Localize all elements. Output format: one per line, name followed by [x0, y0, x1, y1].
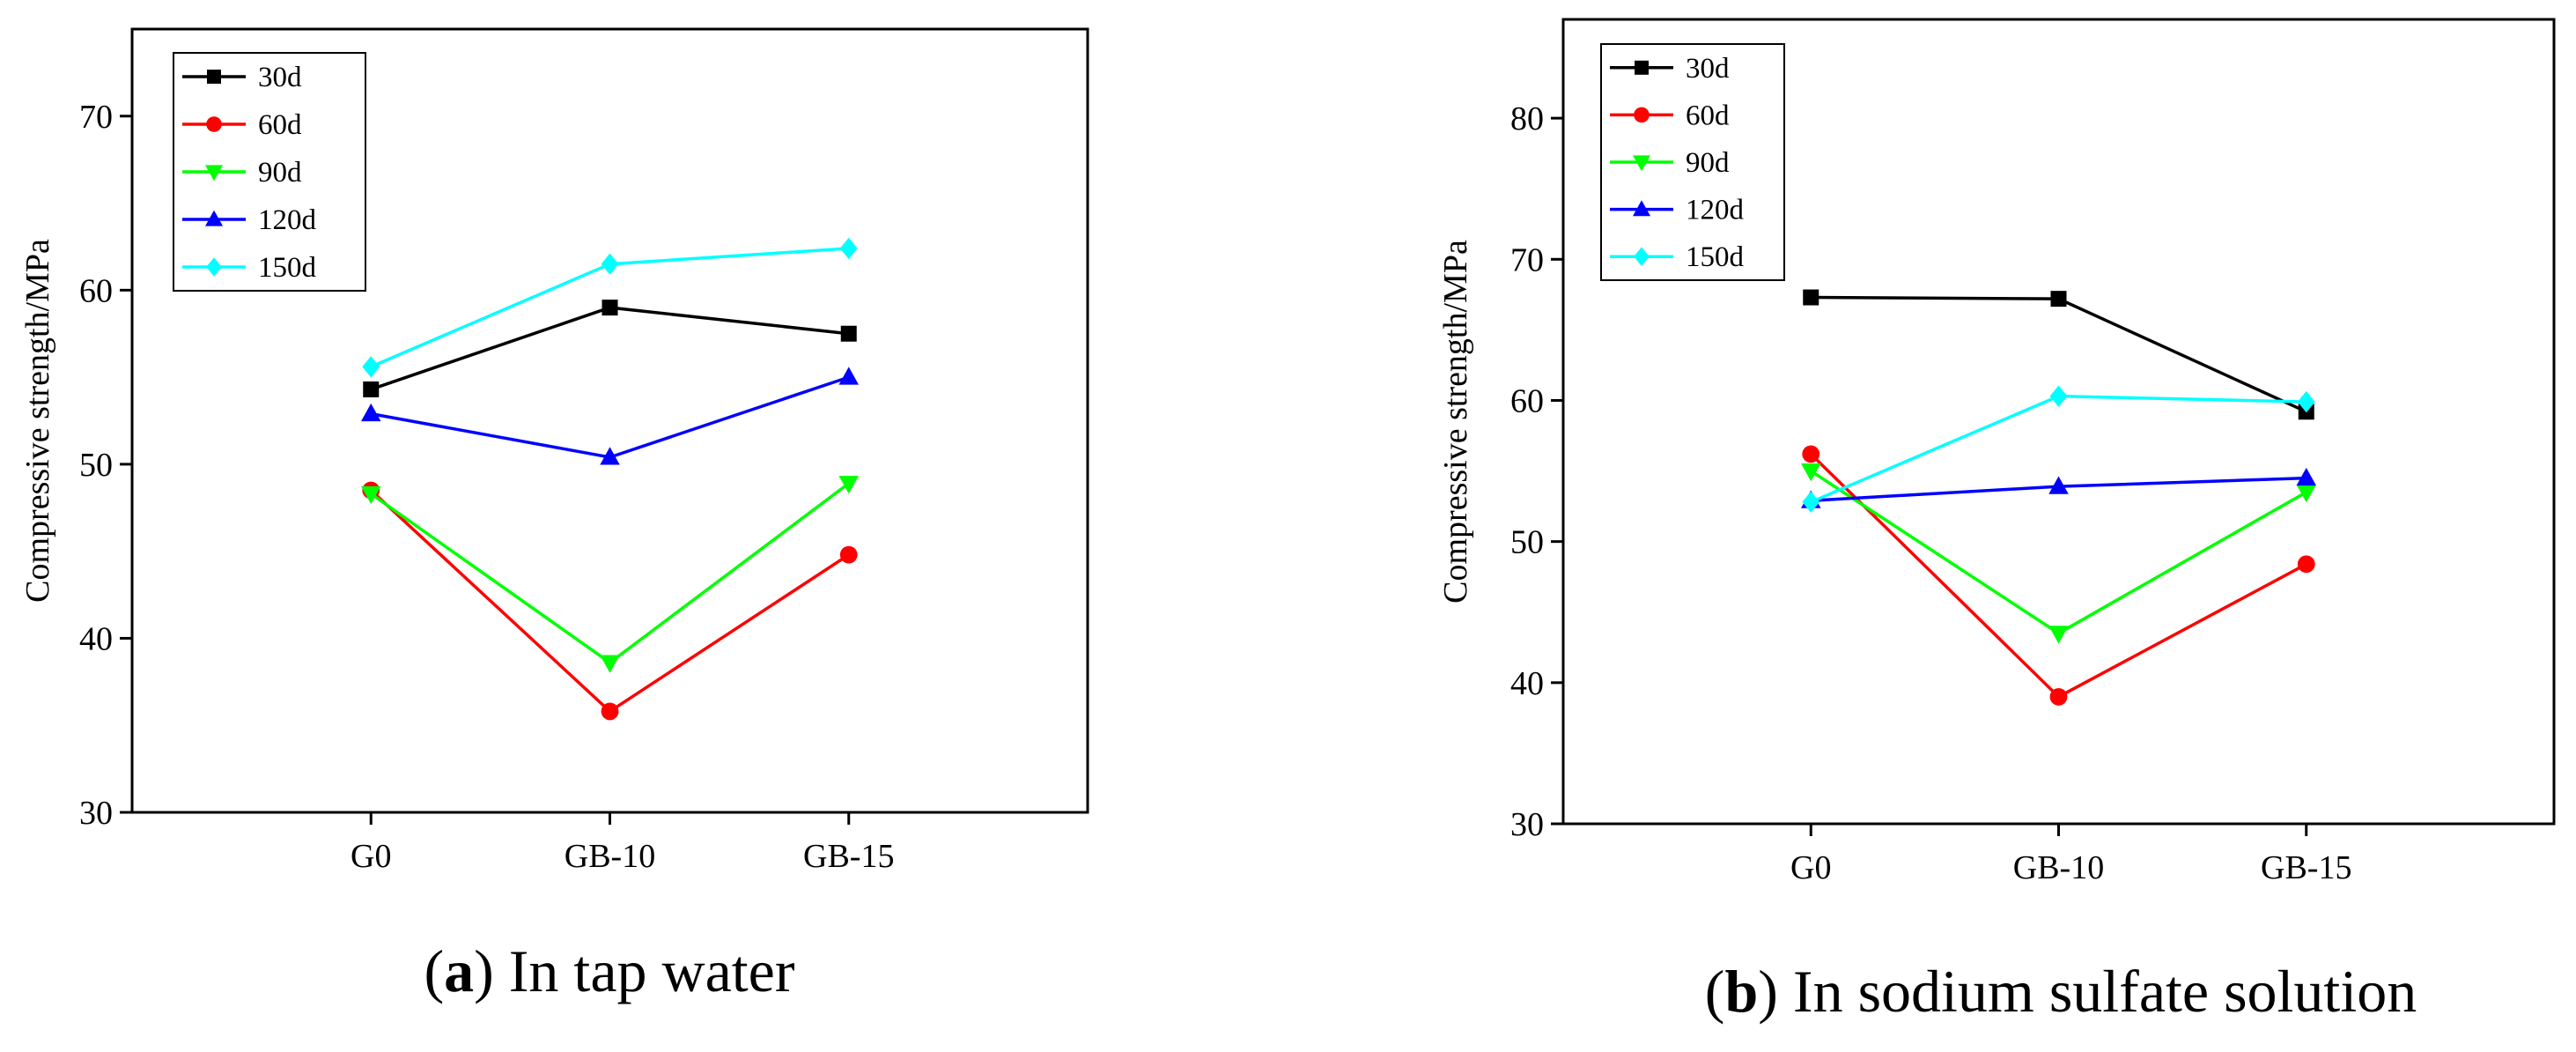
series-line-60d [370, 489, 850, 714]
y-tick-label: 50 [79, 447, 113, 484]
series-90d [1801, 463, 2316, 644]
series-90d [361, 476, 859, 673]
data-point-60d-GB-10 [2049, 687, 2068, 706]
y-tick-label: 60 [79, 272, 113, 309]
legend-label-150d: 150d [258, 252, 317, 284]
y-tick-label: 80 [1510, 100, 1544, 137]
caption-text: In sodium sulfate solution [1793, 958, 2417, 1025]
legend-label-60d: 60d [258, 109, 302, 141]
legend-label-150d: 150d [1686, 241, 1745, 273]
caption-paren-close: ) [474, 937, 509, 1004]
data-point-30d-GB-15 [840, 325, 857, 342]
legend-label-90d: 90d [258, 157, 302, 189]
data-point-150d-G0 [362, 356, 380, 378]
data-point-120d-GB-15 [838, 367, 859, 385]
data-point-120d-GB-10 [600, 447, 620, 465]
y-tick-label: 70 [79, 99, 113, 136]
figure-caption: (a) In tap water [424, 937, 794, 1004]
y-axis-label: Compressive strength/MPa [19, 239, 56, 603]
data-point-120d-G0 [361, 403, 381, 422]
data-point-150d-GB-10 [601, 253, 619, 275]
y-axis-label: Compressive strength/MPa [1437, 240, 1474, 604]
data-point-60d-GB-15 [2297, 555, 2315, 574]
legend-label-90d: 90d [1686, 147, 1730, 179]
y-tick-label: 70 [1510, 241, 1544, 278]
data-point-30d-GB-10 [2050, 291, 2067, 307]
data-point-30d-G0 [1803, 289, 1819, 306]
x-tick-label: GB-10 [565, 838, 655, 875]
data-point-150d-GB-15 [839, 237, 858, 260]
series-line-120d [370, 375, 850, 459]
data-point-60d-GB-10 [601, 702, 619, 721]
caption-text: In tap water [509, 937, 795, 1004]
data-point-60d-GB-15 [839, 545, 858, 564]
series-line-30d [370, 306, 849, 391]
legend-label-30d: 30d [1686, 53, 1730, 85]
legend-marker-150d [206, 257, 222, 277]
y-tick-label: 60 [1510, 382, 1544, 419]
y-tick-label: 50 [1510, 524, 1544, 561]
y-tick-label: 40 [79, 620, 113, 657]
caption-letter: a [444, 937, 474, 1004]
legend: 30d 60d 90d 120d 150d [173, 52, 366, 292]
y-tick-label: 30 [1510, 806, 1544, 843]
legend-marker-150d [1634, 247, 1650, 266]
data-point-90d-GB-15 [2296, 485, 2316, 503]
data-point-90d-GB-10 [600, 655, 620, 673]
chart-b-sodium-sulfate: 30 40 50 60 70 80 G0 GB-10 GB-15 Compressive stre… [1437, 18, 2556, 1025]
legend-marker-90d [205, 165, 223, 182]
legend-marker-120d [205, 210, 223, 226]
data-point-30d-G0 [363, 381, 380, 397]
y-tick-label: 40 [1510, 665, 1544, 702]
x-tick-label: GB-15 [2261, 849, 2351, 886]
data-point-150d-GB-10 [2049, 385, 2068, 407]
x-tick-label: GB-10 [2013, 849, 2104, 886]
series-line-90d [370, 482, 850, 665]
caption-letter: b [1724, 958, 1758, 1025]
legend-marker-30d [1635, 60, 1649, 75]
legend-marker-120d [1633, 200, 1650, 217]
x-tick-label: GB-15 [803, 838, 894, 875]
caption-paren-close: ) [1758, 958, 1793, 1025]
data-point-150d-GB-15 [2297, 390, 2315, 413]
data-point-90d-G0 [361, 485, 381, 505]
legend-marker-90d [1633, 155, 1650, 172]
x-tick-label: G0 [351, 838, 391, 875]
series-30d [1803, 289, 2314, 420]
data-point-90d-GB-15 [838, 476, 859, 494]
chart-a-tap-water: 30 40 50 60 70 G0 GB-10 GB-15 Compressive streng… [19, 27, 1089, 1004]
y-tick-label: 30 [79, 795, 113, 832]
legend-marker-60d [206, 116, 222, 132]
data-point-90d-G0 [1801, 463, 1821, 482]
caption-paren-open: ( [1705, 958, 1725, 1025]
legend-label-60d: 60d [1686, 100, 1730, 131]
caption-paren-open: ( [424, 937, 444, 1004]
x-tick-label: G0 [1790, 849, 1831, 886]
series-60d [362, 481, 858, 721]
data-point-120d-GB-15 [2296, 467, 2316, 486]
legend-label-30d: 30d [258, 62, 302, 93]
legend: 30d 60d 90d 120d 150d [1600, 43, 1785, 281]
series-150d [362, 237, 858, 378]
series-30d [363, 300, 857, 397]
data-point-150d-G0 [1802, 491, 1820, 513]
data-point-90d-GB-10 [2048, 626, 2069, 644]
series-120d [361, 367, 859, 465]
series-150d [1802, 385, 2315, 513]
legend-label-120d: 120d [1686, 195, 1745, 226]
series-60d [1802, 445, 2315, 706]
legend-marker-60d [1634, 107, 1650, 123]
data-point-30d-GB-10 [602, 300, 618, 316]
figure-caption: (b) In sodium sulfate solution [1705, 958, 2417, 1025]
legend-label-120d: 120d [258, 204, 317, 236]
data-point-60d-G0 [1802, 445, 1820, 463]
data-point-120d-GB-10 [2048, 476, 2069, 494]
legend-marker-30d [207, 70, 221, 84]
